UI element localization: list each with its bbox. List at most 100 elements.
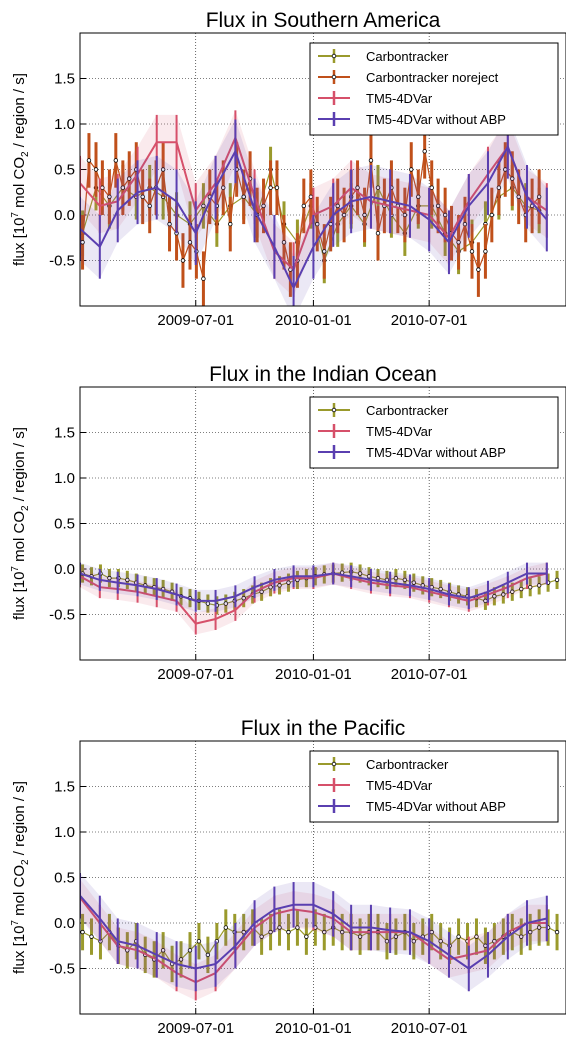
y-tick-label: 0.0 (54, 915, 75, 932)
data-point (393, 575, 399, 581)
data-point (268, 929, 273, 935)
legend-swatch-dot (331, 407, 337, 413)
y-axis-label: flux [107 mol CO2 / region / s] (10, 781, 31, 974)
data-point (409, 167, 414, 172)
legend-swatch-dot (331, 53, 337, 59)
legend-box (309, 42, 559, 136)
legend-item: Carbontracker (318, 49, 449, 64)
y-tick-label: 0.5 (54, 162, 75, 179)
data-point (167, 221, 172, 227)
data-point (474, 934, 479, 939)
data-point (536, 925, 542, 930)
y-tick-label: 1.5 (54, 71, 75, 88)
data-point (516, 194, 521, 199)
legend: Carbontracker TM5-4DVar TM5-4DVar without … (309, 396, 559, 469)
data-point (93, 167, 99, 172)
data-point (259, 589, 264, 594)
series-2 (80, 124, 542, 306)
data-point (315, 221, 320, 227)
data-point (86, 158, 92, 163)
legend-item: TM5-4DVar (318, 424, 433, 439)
data-point (536, 194, 542, 199)
data-point (492, 594, 497, 599)
legend-swatch-dot (331, 74, 337, 80)
data-point (277, 583, 282, 588)
data-point (554, 929, 560, 935)
legend-item: TM5-4DVar without ABP (318, 445, 506, 460)
legend-item: TM5-4DVar (318, 778, 433, 793)
data-point (462, 221, 468, 227)
data-layer (80, 110, 548, 306)
legend-item: TM5-4DVar without ABP (318, 112, 506, 127)
legend-item: TM5-4DVar without ABP (318, 799, 506, 814)
data-point (496, 185, 502, 190)
data-point (322, 929, 327, 935)
data-point (375, 230, 381, 236)
data-point (435, 203, 441, 209)
legend-label: Carbontracker noreject (366, 70, 499, 85)
data-point (286, 929, 291, 935)
chart-title: Flux in the Pacific (241, 717, 406, 740)
data-point (160, 167, 166, 172)
data-point (178, 957, 184, 962)
data-point (362, 212, 367, 218)
data-point (469, 249, 475, 254)
data-point (341, 212, 347, 218)
data-point (241, 194, 246, 199)
panel-2: -0.5 0.0 0.5 1.0 1.5 2009-07-01 2010-01-01 2010… (10, 363, 566, 683)
legend-item: TM5-4DVar (318, 91, 433, 106)
legend-item: Carbontracker (318, 403, 449, 418)
y-tick-label: 0.0 (54, 207, 75, 224)
data-point (384, 939, 390, 944)
data-point (442, 212, 448, 218)
data-point (187, 240, 193, 245)
y-tick-label: 0.5 (54, 870, 75, 887)
y-tick-label: 1.0 (54, 116, 75, 133)
data-point (277, 925, 282, 930)
data-point (416, 194, 421, 199)
data-point (322, 249, 327, 254)
legend-box (309, 750, 559, 823)
panel-3: -0.5 0.0 0.5 1.0 1.5 2009-07-01 2010-01-01 2010… (10, 717, 566, 1037)
data-point (510, 176, 515, 181)
data-point (259, 934, 264, 939)
chart-title: Flux in the Indian Ocean (209, 363, 437, 386)
data-point (554, 577, 560, 583)
data-point (411, 939, 417, 944)
legend-label: TM5-4DVar (366, 91, 433, 106)
data-point (286, 580, 291, 585)
y-tick-label: 1.5 (54, 779, 75, 796)
data-point (160, 948, 166, 953)
y-tick-label: 0.0 (54, 561, 75, 578)
data-point (411, 580, 417, 585)
data-point (120, 185, 126, 190)
y-tick-label: -0.5 (49, 607, 75, 624)
data-point (274, 185, 280, 190)
data-point (501, 592, 506, 597)
plot-frame (79, 386, 566, 661)
data-point (201, 276, 206, 281)
data-point (125, 577, 130, 583)
legend-swatch-dot (331, 761, 337, 767)
legend-item: Carbontracker noreject (318, 70, 499, 85)
data-point (510, 589, 515, 594)
data-point (527, 929, 533, 935)
data-point (127, 176, 132, 181)
x-tick-label: 2009-07-01 (157, 666, 234, 683)
data-point (196, 939, 202, 944)
data-point (476, 267, 481, 272)
data-point (304, 934, 309, 939)
data-point (438, 586, 443, 592)
data-point (527, 585, 533, 590)
legend-label: TM5-4DVar (366, 778, 433, 793)
x-tick-label: 2010-01-01 (275, 312, 352, 329)
legend-label: TM5-4DVar without ABP (366, 445, 506, 460)
data-point (261, 203, 266, 209)
data-point (489, 212, 495, 218)
x-tick-label: 2010-01-01 (275, 666, 352, 683)
x-tick-label: 2010-07-01 (391, 312, 468, 329)
x-tick-label: 2009-07-01 (157, 312, 234, 329)
data-point (402, 212, 408, 218)
data-point (519, 586, 524, 592)
data-point (89, 934, 94, 939)
